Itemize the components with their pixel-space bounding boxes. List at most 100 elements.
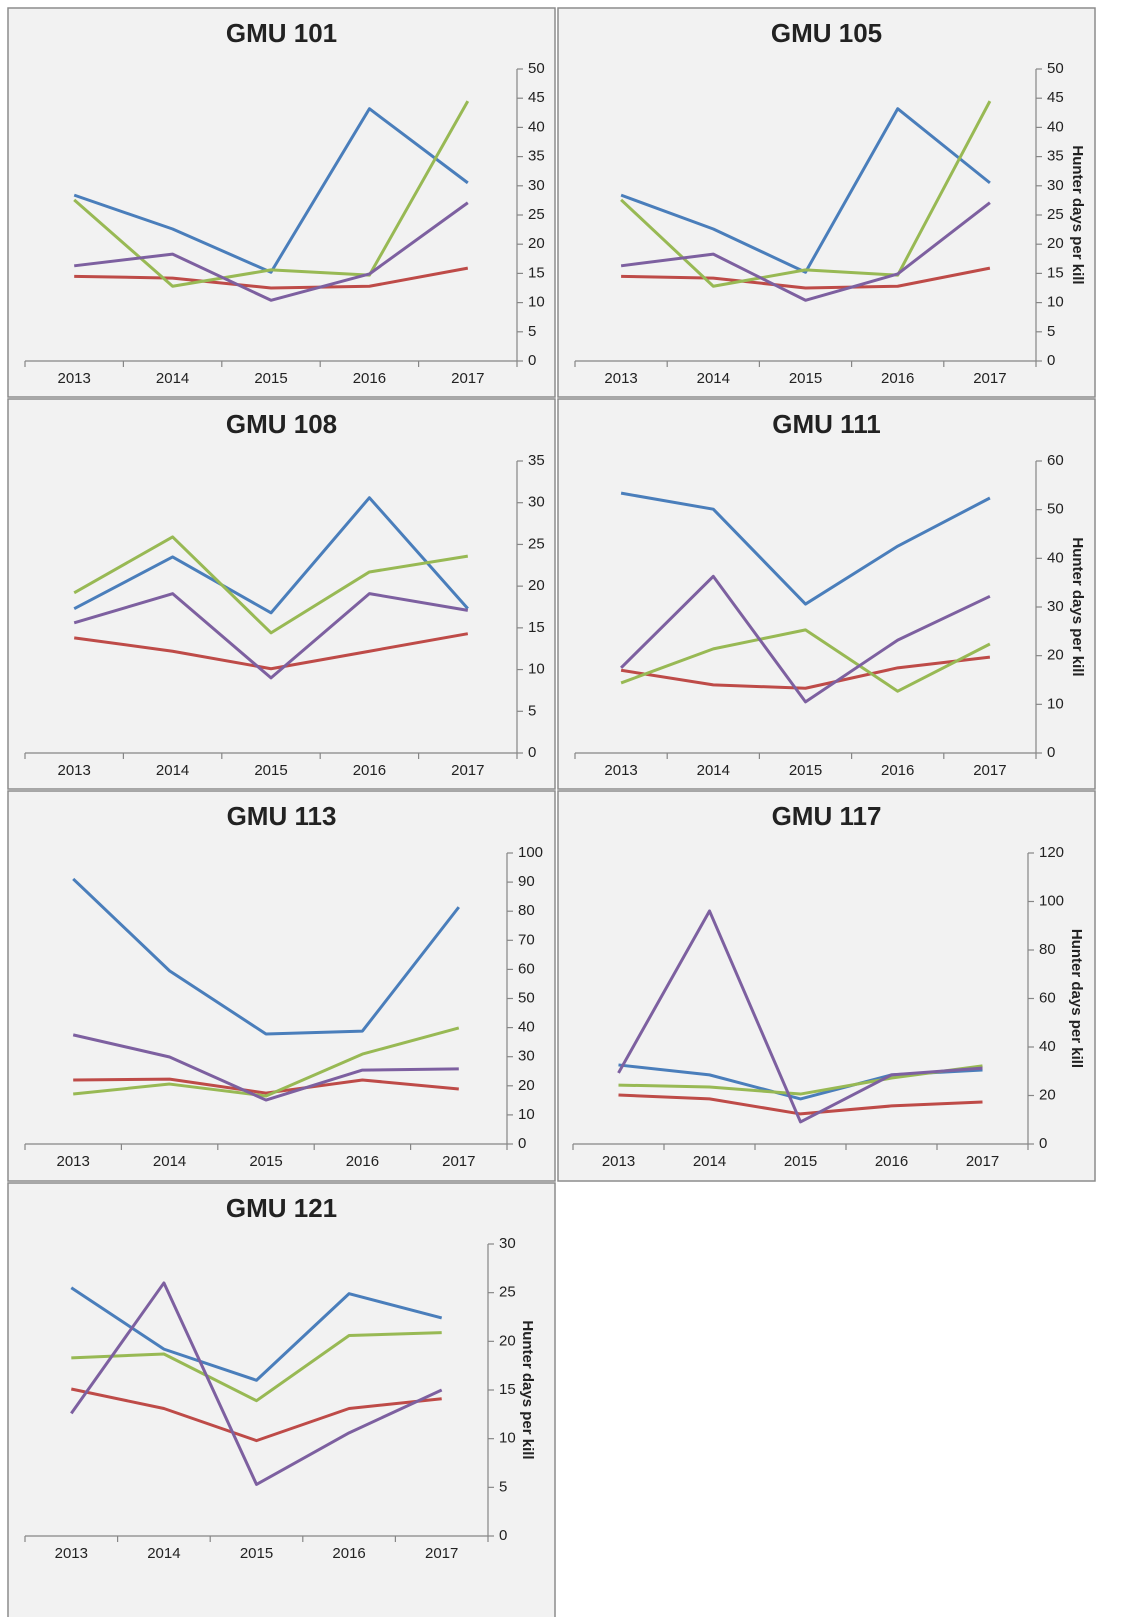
data-line — [74, 201, 469, 302]
x-tick-label: 2016 — [332, 1545, 365, 1562]
data-line — [620, 628, 991, 693]
y-tick-label: 20 — [1047, 647, 1064, 664]
y-tick-label: 0 — [528, 352, 536, 369]
y-axis-label: Hunter days per kill — [1068, 929, 1085, 1068]
panel-background — [557, 7, 1096, 398]
x-tick-label: 2016 — [353, 370, 386, 387]
data-line — [73, 496, 469, 615]
panel-background — [557, 398, 1096, 790]
y-tick-label: 15 — [528, 619, 545, 636]
y-tick-label: 80 — [518, 902, 535, 919]
y-tick-label: 90 — [518, 873, 535, 890]
y-tick-label: 0 — [1047, 744, 1055, 761]
y-tick-label: 5 — [499, 1478, 507, 1495]
data-line — [73, 535, 469, 635]
y-tick-label: 30 — [1047, 598, 1064, 615]
y-tick-label: 30 — [1047, 177, 1064, 194]
x-tick-label: 2013 — [58, 762, 91, 779]
x-tick-label: 2013 — [57, 1153, 90, 1170]
chart-panel: GMU 108 0 5 10 15 20 25 30 35 2013 2014 2015 2016 201… — [7, 398, 556, 790]
y-tick-label: 30 — [518, 1048, 535, 1065]
x-tick-label: 2015 — [254, 370, 287, 387]
x-tick-label: 2013 — [604, 370, 637, 387]
data-line — [618, 1093, 983, 1116]
y-axis-label: Hunter days per kill — [1069, 537, 1086, 676]
data-line — [620, 201, 991, 302]
chart-panel: GMU 101 0 5 10 15 20 25 30 35 40 45 50 2013 2014 2015 2… — [7, 7, 556, 398]
chart-panel: GMU 117 0 20 40 60 80 100 120 2013 2014 2015 2016 20… — [557, 790, 1096, 1182]
data-line — [72, 1033, 459, 1102]
y-tick-label: 35 — [528, 148, 545, 165]
y-tick-label: 20 — [528, 235, 545, 252]
chart-title: GMU 105 — [771, 18, 882, 48]
x-tick-label: 2015 — [789, 762, 822, 779]
x-tick-label: 2017 — [966, 1153, 999, 1170]
y-tick-label: 0 — [1039, 1135, 1047, 1152]
x-tick-label: 2015 — [240, 1545, 273, 1562]
x-tick-label: 2017 — [442, 1153, 475, 1170]
x-tick-label: 2016 — [881, 762, 914, 779]
x-tick-label: 2016 — [875, 1153, 908, 1170]
y-tick-label: 20 — [1047, 235, 1064, 252]
chart-title: GMU 121 — [226, 1193, 337, 1223]
x-tick-label: 2013 — [602, 1153, 635, 1170]
data-line — [72, 877, 460, 1036]
x-tick-label: 2013 — [55, 1545, 88, 1562]
x-tick-label: 2016 — [346, 1153, 379, 1170]
y-tick-label: 10 — [1047, 294, 1064, 311]
x-tick-label: 2015 — [784, 1153, 817, 1170]
y-tick-label: 100 — [518, 844, 543, 861]
y-tick-label: 40 — [1047, 549, 1064, 566]
y-tick-label: 60 — [1039, 989, 1056, 1006]
data-line — [73, 1077, 459, 1095]
panel-background — [7, 7, 556, 398]
data-line — [620, 574, 991, 704]
y-tick-label: 25 — [528, 206, 545, 223]
y-tick-label: 30 — [528, 177, 545, 194]
y-tick-label: 40 — [1047, 118, 1064, 135]
y-tick-label: 50 — [518, 989, 535, 1006]
y-tick-label: 25 — [528, 535, 545, 552]
y-tick-label: 40 — [528, 118, 545, 135]
x-tick-label: 2014 — [153, 1153, 186, 1170]
y-tick-label: 10 — [518, 1106, 535, 1123]
y-tick-label: 50 — [1047, 60, 1064, 77]
y-tick-label: 10 — [1047, 695, 1064, 712]
x-tick-label: 2014 — [697, 762, 730, 779]
y-tick-label: 25 — [1047, 206, 1064, 223]
y-tick-label: 20 — [528, 577, 545, 594]
x-tick-label: 2017 — [451, 762, 484, 779]
y-tick-label: 60 — [518, 960, 535, 977]
panel-background — [7, 790, 556, 1182]
chart-title: GMU 108 — [226, 409, 337, 439]
panel-background — [7, 398, 556, 790]
data-line — [621, 266, 991, 290]
x-tick-label: 2016 — [881, 370, 914, 387]
y-tick-label: 0 — [1047, 352, 1055, 369]
y-tick-label: 10 — [528, 661, 545, 678]
panel-background — [557, 790, 1096, 1182]
y-tick-label: 50 — [528, 60, 545, 77]
x-tick-label: 2017 — [973, 370, 1006, 387]
data-line — [617, 909, 983, 1124]
y-axis-label: Hunter days per kill — [1069, 145, 1086, 284]
x-tick-label: 2014 — [693, 1153, 726, 1170]
y-tick-label: 80 — [1039, 941, 1056, 958]
x-tick-label: 2015 — [789, 370, 822, 387]
y-tick-label: 35 — [528, 452, 545, 469]
y-tick-label: 50 — [1047, 501, 1064, 518]
y-tick-label: 120 — [1039, 844, 1064, 861]
x-tick-label: 2017 — [425, 1545, 458, 1562]
y-tick-label: 70 — [518, 931, 535, 948]
chart-panel: GMU 121 0 5 10 15 20 25 30 2013 2014 2015 2016 2017 H… — [7, 1182, 556, 1617]
chart-panel: GMU 113 0 10 20 30 40 50 60 70 80 90 100 2013 2014 201… — [7, 790, 556, 1182]
y-tick-label: 20 — [499, 1332, 516, 1349]
y-tick-label: 100 — [1039, 892, 1064, 909]
x-tick-label: 2017 — [973, 762, 1006, 779]
y-tick-label: 45 — [1047, 89, 1064, 106]
x-tick-label: 2013 — [58, 370, 91, 387]
y-tick-label: 5 — [1047, 323, 1055, 340]
y-tick-label: 0 — [518, 1135, 526, 1152]
x-tick-label: 2014 — [147, 1545, 180, 1562]
